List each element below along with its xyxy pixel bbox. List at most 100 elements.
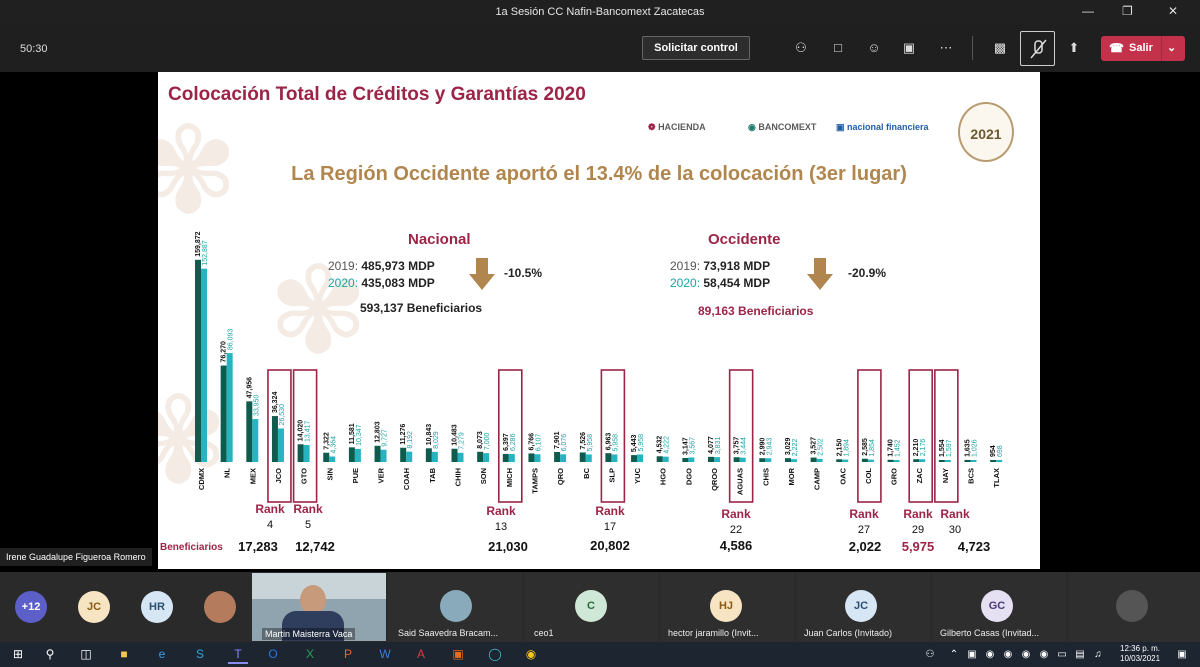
background-pattern: ✾ (158, 372, 229, 511)
tray-chevron-icon[interactable]: ⌃ (949, 649, 959, 660)
participants-icon[interactable]: ⚇ (795, 40, 807, 55)
category-label: TAB (428, 467, 437, 482)
skype-icon[interactable]: S (195, 647, 204, 661)
excel-icon[interactable]: X (305, 647, 314, 661)
bar-value-2020: 26,530 (279, 404, 286, 426)
bar-value-2019: 10,483 (452, 424, 459, 446)
outlook-icon[interactable]: O (268, 647, 278, 661)
minimize-icon[interactable]: — (1082, 4, 1094, 18)
year-label: 2019: (670, 259, 701, 273)
bar-2019 (656, 456, 663, 462)
bar-value-2019: 6,397 (503, 433, 510, 451)
file-explorer-icon[interactable]: ■ (120, 647, 128, 661)
tray-app-icon[interactable]: ◉ (1021, 649, 1031, 660)
more-participants-badge[interactable]: +12 (15, 591, 47, 623)
bar-value-2020: 2,943 (766, 438, 773, 456)
participant-avatar[interactable]: HR (141, 591, 173, 623)
chrome-icon[interactable]: ◉ (525, 647, 537, 661)
maximize-icon[interactable]: ❐ (1122, 4, 1133, 18)
bar-2020 (585, 454, 592, 462)
bar-2020 (406, 451, 413, 462)
category-label: COL (864, 468, 873, 484)
rooms-icon[interactable]: ▣ (902, 40, 916, 55)
person-head (300, 585, 326, 615)
category-label: MOR (787, 467, 796, 485)
bar-value-2020: 86,093 (228, 329, 235, 351)
bar-2020 (226, 353, 233, 462)
notifications-icon[interactable]: ▣ (1177, 649, 1187, 660)
bar-2020 (867, 459, 874, 462)
bar-value-2020: 5,958 (612, 434, 619, 452)
taskbar-clock[interactable]: 12:36 p. m. 10/03/2021 (1120, 644, 1160, 664)
participant-avatar[interactable]: JC (78, 591, 110, 623)
value: 58,454 MDP (703, 276, 771, 290)
camera-off-icon[interactable]: ▩ (993, 40, 1007, 55)
participant-avatar: HJ (710, 590, 742, 622)
chat-icon[interactable]: □ (834, 40, 842, 55)
acrobat-icon[interactable]: A (416, 647, 425, 661)
bar-2020 (303, 445, 310, 462)
bar-value-2020: 3,444 (741, 437, 748, 455)
bar-value-2019: 2,210 (913, 439, 920, 457)
meeting-timer: 50:30 (20, 43, 48, 55)
bar-value-2019: 3,029 (785, 438, 792, 456)
bar-value-2019: 1,740 (888, 439, 895, 457)
request-control-button[interactable]: Solicitar control (642, 36, 750, 60)
search-icon[interactable]: ⚲ (45, 647, 55, 661)
beneficiaries-value: 4,723 (957, 539, 991, 554)
bar-2020 (508, 454, 515, 462)
bar-value-2020: 1,597 (946, 439, 953, 457)
leave-button[interactable]: ☎ Salir ⌄ (1101, 36, 1185, 61)
people-icon[interactable]: ⚇ (925, 649, 935, 660)
word-icon[interactable]: W (379, 647, 391, 661)
tray-app-icon[interactable]: ▣ (967, 649, 977, 660)
toolbar-divider (972, 36, 973, 60)
reactions-icon[interactable]: ☺ (867, 40, 881, 55)
nacional-beneficiaries: 593,137 Beneficiarios (360, 301, 483, 315)
edge-legacy-icon[interactable]: e (158, 647, 166, 661)
windows-taskbar: ⊞ ⚲ ◫ ■ e S T O X P W A ▣ ◯ ◉ ⚇ ⌃ ▣ ◉ ◉ … (0, 642, 1200, 667)
more-options-icon[interactable]: ⋯ (939, 40, 953, 55)
office-icon[interactable]: ▣ (452, 647, 464, 661)
bar-value-2020: 3,831 (715, 437, 722, 455)
rank-number: 30 (948, 524, 962, 536)
close-icon[interactable]: ✕ (1168, 4, 1179, 18)
participant-video-tile[interactable]: Martin Maisterra Vaca (252, 573, 386, 641)
network-icon[interactable]: ▤ (1075, 649, 1085, 660)
rank-label: Rank (849, 507, 879, 521)
mute-button[interactable] (1020, 31, 1055, 66)
edge-icon[interactable]: ◯ (488, 647, 502, 661)
participant-avatar: GC (981, 590, 1013, 622)
chevron-down-icon[interactable]: ⌄ (1167, 42, 1177, 54)
value: 485,973 MDP (361, 259, 435, 273)
share-icon[interactable]: ⬆ (1068, 40, 1080, 55)
participant-photo-avatar (440, 590, 472, 622)
bar-2020 (765, 458, 772, 462)
participant-name: ceo1 (534, 628, 554, 638)
year-label: 2020: (328, 276, 359, 290)
task-view-icon[interactable]: ◫ (80, 647, 92, 661)
category-label: CHIS (761, 468, 770, 486)
teams-icon[interactable]: T (228, 645, 248, 664)
windows-start-icon[interactable]: ⊞ (12, 647, 24, 661)
highlight-box (934, 369, 959, 503)
volume-icon[interactable]: ♫ (1094, 649, 1102, 660)
powerpoint-icon[interactable]: P (343, 647, 352, 661)
category-label: HGO (659, 468, 668, 485)
bar-value-2019: 11,276 (400, 424, 407, 445)
bar-2019 (733, 457, 740, 462)
bar-value-2020: 1,894 (843, 439, 850, 457)
battery-icon[interactable]: ▭ (1057, 649, 1067, 660)
tray-app-icon[interactable]: ◉ (985, 649, 995, 660)
bar-value-2020: 5,958 (587, 434, 594, 452)
category-label: CDMX (197, 468, 206, 490)
category-label: VER (377, 467, 386, 483)
window-title: 1a Sesión CC Nafin-Bancomext Zacatecas (495, 6, 705, 18)
participant-photo-avatar[interactable] (204, 591, 236, 623)
bar-value-2019: 159,872 (195, 231, 202, 256)
tray-app-icon[interactable]: ◉ (1039, 649, 1049, 660)
tray-app-icon[interactable]: ◉ (1003, 649, 1013, 660)
category-label: MEX (248, 468, 257, 484)
bar-value-2019: 7,322 (323, 432, 330, 450)
bar-value-2020: 1,854 (869, 439, 876, 457)
